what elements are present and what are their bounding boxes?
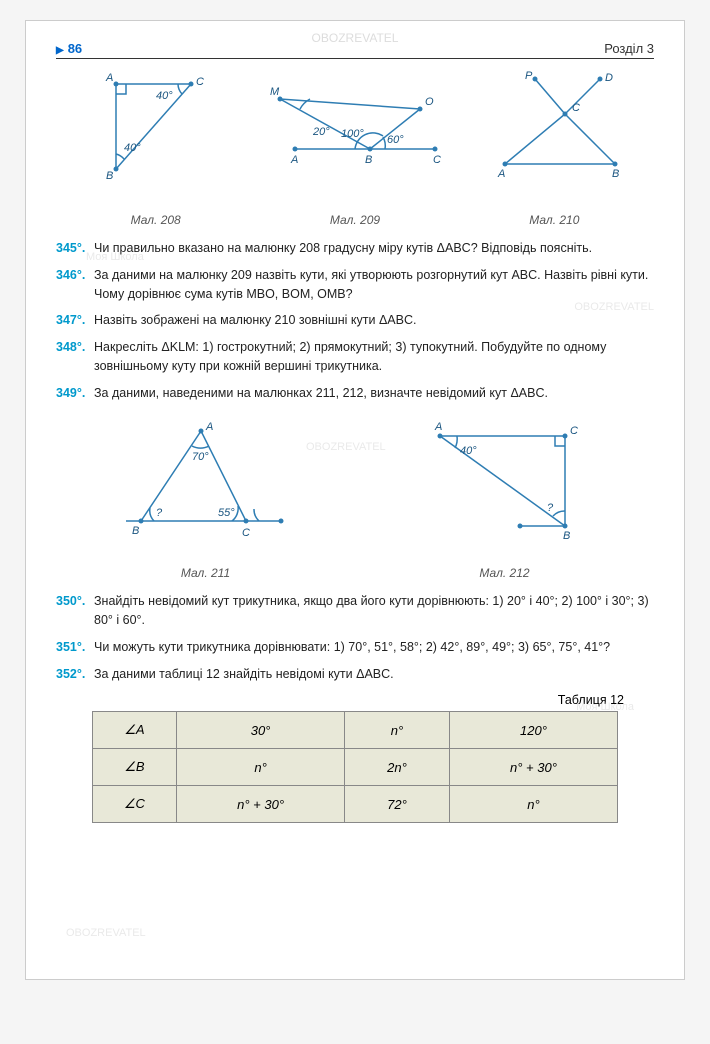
label-70: 70° — [192, 451, 209, 463]
problem-347: 347°. Назвіть зображені на малюнку 210 з… — [56, 311, 654, 330]
cell: n° + 30° — [449, 749, 617, 786]
table-row: ∠C n° + 30° 72° n° — [92, 786, 617, 823]
captions-mid: Мал. 211 Мал. 212 — [56, 562, 654, 580]
problem-num: 347°. — [56, 311, 94, 330]
label-40a: 40° — [156, 90, 173, 102]
cell: 2n° — [345, 749, 450, 786]
label-D: D — [605, 72, 613, 84]
problem-num: 352°. — [56, 665, 94, 684]
problem-text: Накресліть ΔKLM: 1) гострокутний; 2) пря… — [94, 338, 654, 376]
page-container: OBOZREVATEL 86 Розділ 3 A — [25, 20, 685, 980]
figure-208: A C B 40° 40° — [56, 69, 255, 199]
problem-text: За даними, наведеними на малюнках 211, 2… — [94, 384, 654, 403]
problem-text: За даними на малюнку 209 назвіть кути, я… — [94, 266, 654, 304]
label-A2: A — [290, 154, 298, 166]
cell: n° + 30° — [176, 786, 344, 823]
problem-349: 349°. За даними, наведеними на малюнках … — [56, 384, 654, 403]
problem-num: 350°. — [56, 592, 94, 630]
label-60: 60° — [387, 134, 404, 146]
cell: n° — [345, 712, 450, 749]
label-A211: A — [205, 421, 213, 433]
caption-210: Мал. 210 — [455, 213, 654, 227]
label-A: A — [105, 72, 113, 84]
cell: n° — [449, 786, 617, 823]
problem-text: Назвіть зображені на малюнку 210 зовнішн… — [94, 311, 654, 330]
label-B212: B — [563, 530, 570, 542]
problem-text: За даними таблиці 12 знайдіть невідомі к… — [94, 665, 654, 684]
label-40-212: 40° — [460, 445, 477, 457]
cell: ∠C — [92, 786, 176, 823]
problem-text: Чи можуть кути трикутника дорівнювати: 1… — [94, 638, 654, 657]
label-20: 20° — [312, 126, 330, 138]
problem-num: 346°. — [56, 266, 94, 304]
table-title: Таблиця 12 — [56, 693, 624, 707]
label-C3: C — [572, 102, 580, 114]
problem-346: 346°. За даними на малюнку 209 назвіть к… — [56, 266, 654, 304]
problem-345: 345°. Чи правильно вказано на малюнку 20… — [56, 239, 654, 258]
table-row: ∠A 30° n° 120° — [92, 712, 617, 749]
figure-212: A C B 40° ? — [355, 416, 654, 556]
figures-row-top: A C B 40° 40° — [56, 69, 654, 199]
label-B2: B — [365, 154, 372, 166]
cell: n° — [176, 749, 344, 786]
cell: ∠A — [92, 712, 176, 749]
cell: ∠B — [92, 749, 176, 786]
label-C: C — [196, 76, 204, 88]
cell: 30° — [176, 712, 344, 749]
problem-350: 350°. Знайдіть невідомий кут трикутника,… — [56, 592, 654, 630]
problem-text: Чи правильно вказано на малюнку 208 град… — [94, 239, 654, 258]
label-A3: A — [497, 168, 505, 180]
captions-top: Мал. 208 Мал. 209 Мал. 210 — [56, 209, 654, 227]
problem-text: Знайдіть невідомий кут трикутника, якщо … — [94, 592, 654, 630]
problem-num: 351°. — [56, 638, 94, 657]
figure-211: A B C 70° 55° ? — [56, 416, 355, 556]
label-C2: C — [433, 154, 441, 166]
label-P: P — [525, 70, 533, 82]
label-B3: B — [612, 168, 619, 180]
cell: 72° — [345, 786, 450, 823]
problem-352: 352°. За даними таблиці 12 знайдіть неві… — [56, 665, 654, 684]
problem-num: 348°. — [56, 338, 94, 376]
cell: 120° — [449, 712, 617, 749]
label-55: 55° — [218, 507, 235, 519]
label-100: 100° — [341, 128, 364, 140]
figure-209: M O A B C 20° 100° 60° — [255, 69, 455, 199]
caption-211: Мал. 211 — [56, 566, 355, 580]
label-40b: 40° — [124, 142, 141, 154]
problem-348: 348°. Накресліть ΔKLM: 1) гострокутний; … — [56, 338, 654, 376]
label-q212: ? — [547, 502, 554, 514]
label-C211: C — [242, 527, 250, 539]
problem-num: 345°. — [56, 239, 94, 258]
figures-row-mid: A B C 70° 55° ? — [56, 416, 654, 556]
figure-210: P D C A B — [455, 69, 654, 199]
table-row: ∠B n° 2n° n° + 30° — [92, 749, 617, 786]
label-B211: B — [132, 525, 139, 537]
label-A212: A — [434, 421, 442, 433]
label-M: M — [270, 86, 280, 98]
section-title: Розділ 3 — [604, 41, 654, 56]
problem-351: 351°. Чи можуть кути трикутника дорівнюв… — [56, 638, 654, 657]
label-O: O — [425, 96, 434, 108]
label-B: B — [106, 170, 113, 182]
label-C212: C — [570, 425, 578, 437]
caption-208: Мал. 208 — [56, 213, 255, 227]
page-number: 86 — [56, 41, 82, 56]
watermark: OBOZREVATEL — [66, 927, 146, 939]
logo-watermark: OBOZREVATEL — [312, 31, 399, 45]
caption-209: Мал. 209 — [255, 213, 454, 227]
label-q211: ? — [156, 507, 163, 519]
caption-212: Мал. 212 — [355, 566, 654, 580]
problem-num: 349°. — [56, 384, 94, 403]
table-12: ∠A 30° n° 120° ∠B n° 2n° n° + 30° ∠C n° … — [92, 711, 618, 823]
